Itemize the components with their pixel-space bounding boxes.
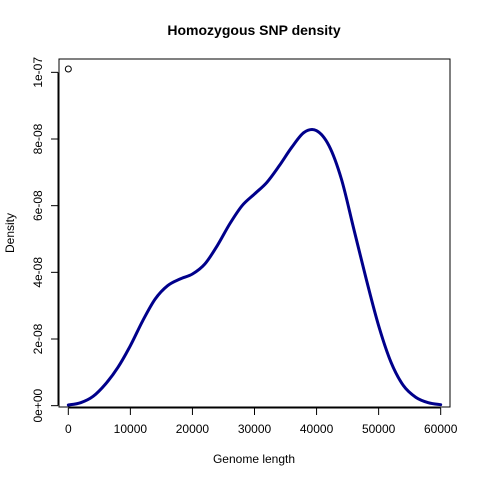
y-tick-label: 6e-08	[31, 190, 45, 221]
y-tick-label: 2e-08	[31, 323, 45, 354]
chart-title: Homozygous SNP density	[167, 22, 340, 38]
points-layer	[64, 65, 72, 73]
x-tick-label: 40000	[300, 422, 334, 436]
x-axis-label: Genome length	[213, 452, 295, 466]
y-axis-label: Density	[3, 213, 17, 253]
data-point-marker	[64, 65, 72, 73]
x-tick-label: 60000	[424, 422, 458, 436]
x-tick-label: 0	[65, 422, 72, 436]
x-tick-label: 50000	[362, 422, 396, 436]
x-tick-label: 20000	[176, 422, 210, 436]
series-layer	[66, 127, 443, 407]
x-axis: 0 10000 20000 30000 40000 50000 60000	[65, 407, 458, 436]
y-tick-label: 8e-08	[31, 123, 45, 154]
density-line	[66, 127, 443, 407]
y-tick-label: 0e+00	[31, 388, 45, 422]
plot-frame	[58, 58, 451, 408]
x-tick-label: 30000	[238, 422, 272, 436]
y-tick-label: 4e-08	[31, 257, 45, 288]
x-tick-label: 10000	[114, 422, 148, 436]
y-tick-label: 1e-07	[31, 57, 45, 88]
y-axis: 0e+00 2e-08 4e-08 6e-08 8e-08 1e-07	[31, 57, 59, 423]
